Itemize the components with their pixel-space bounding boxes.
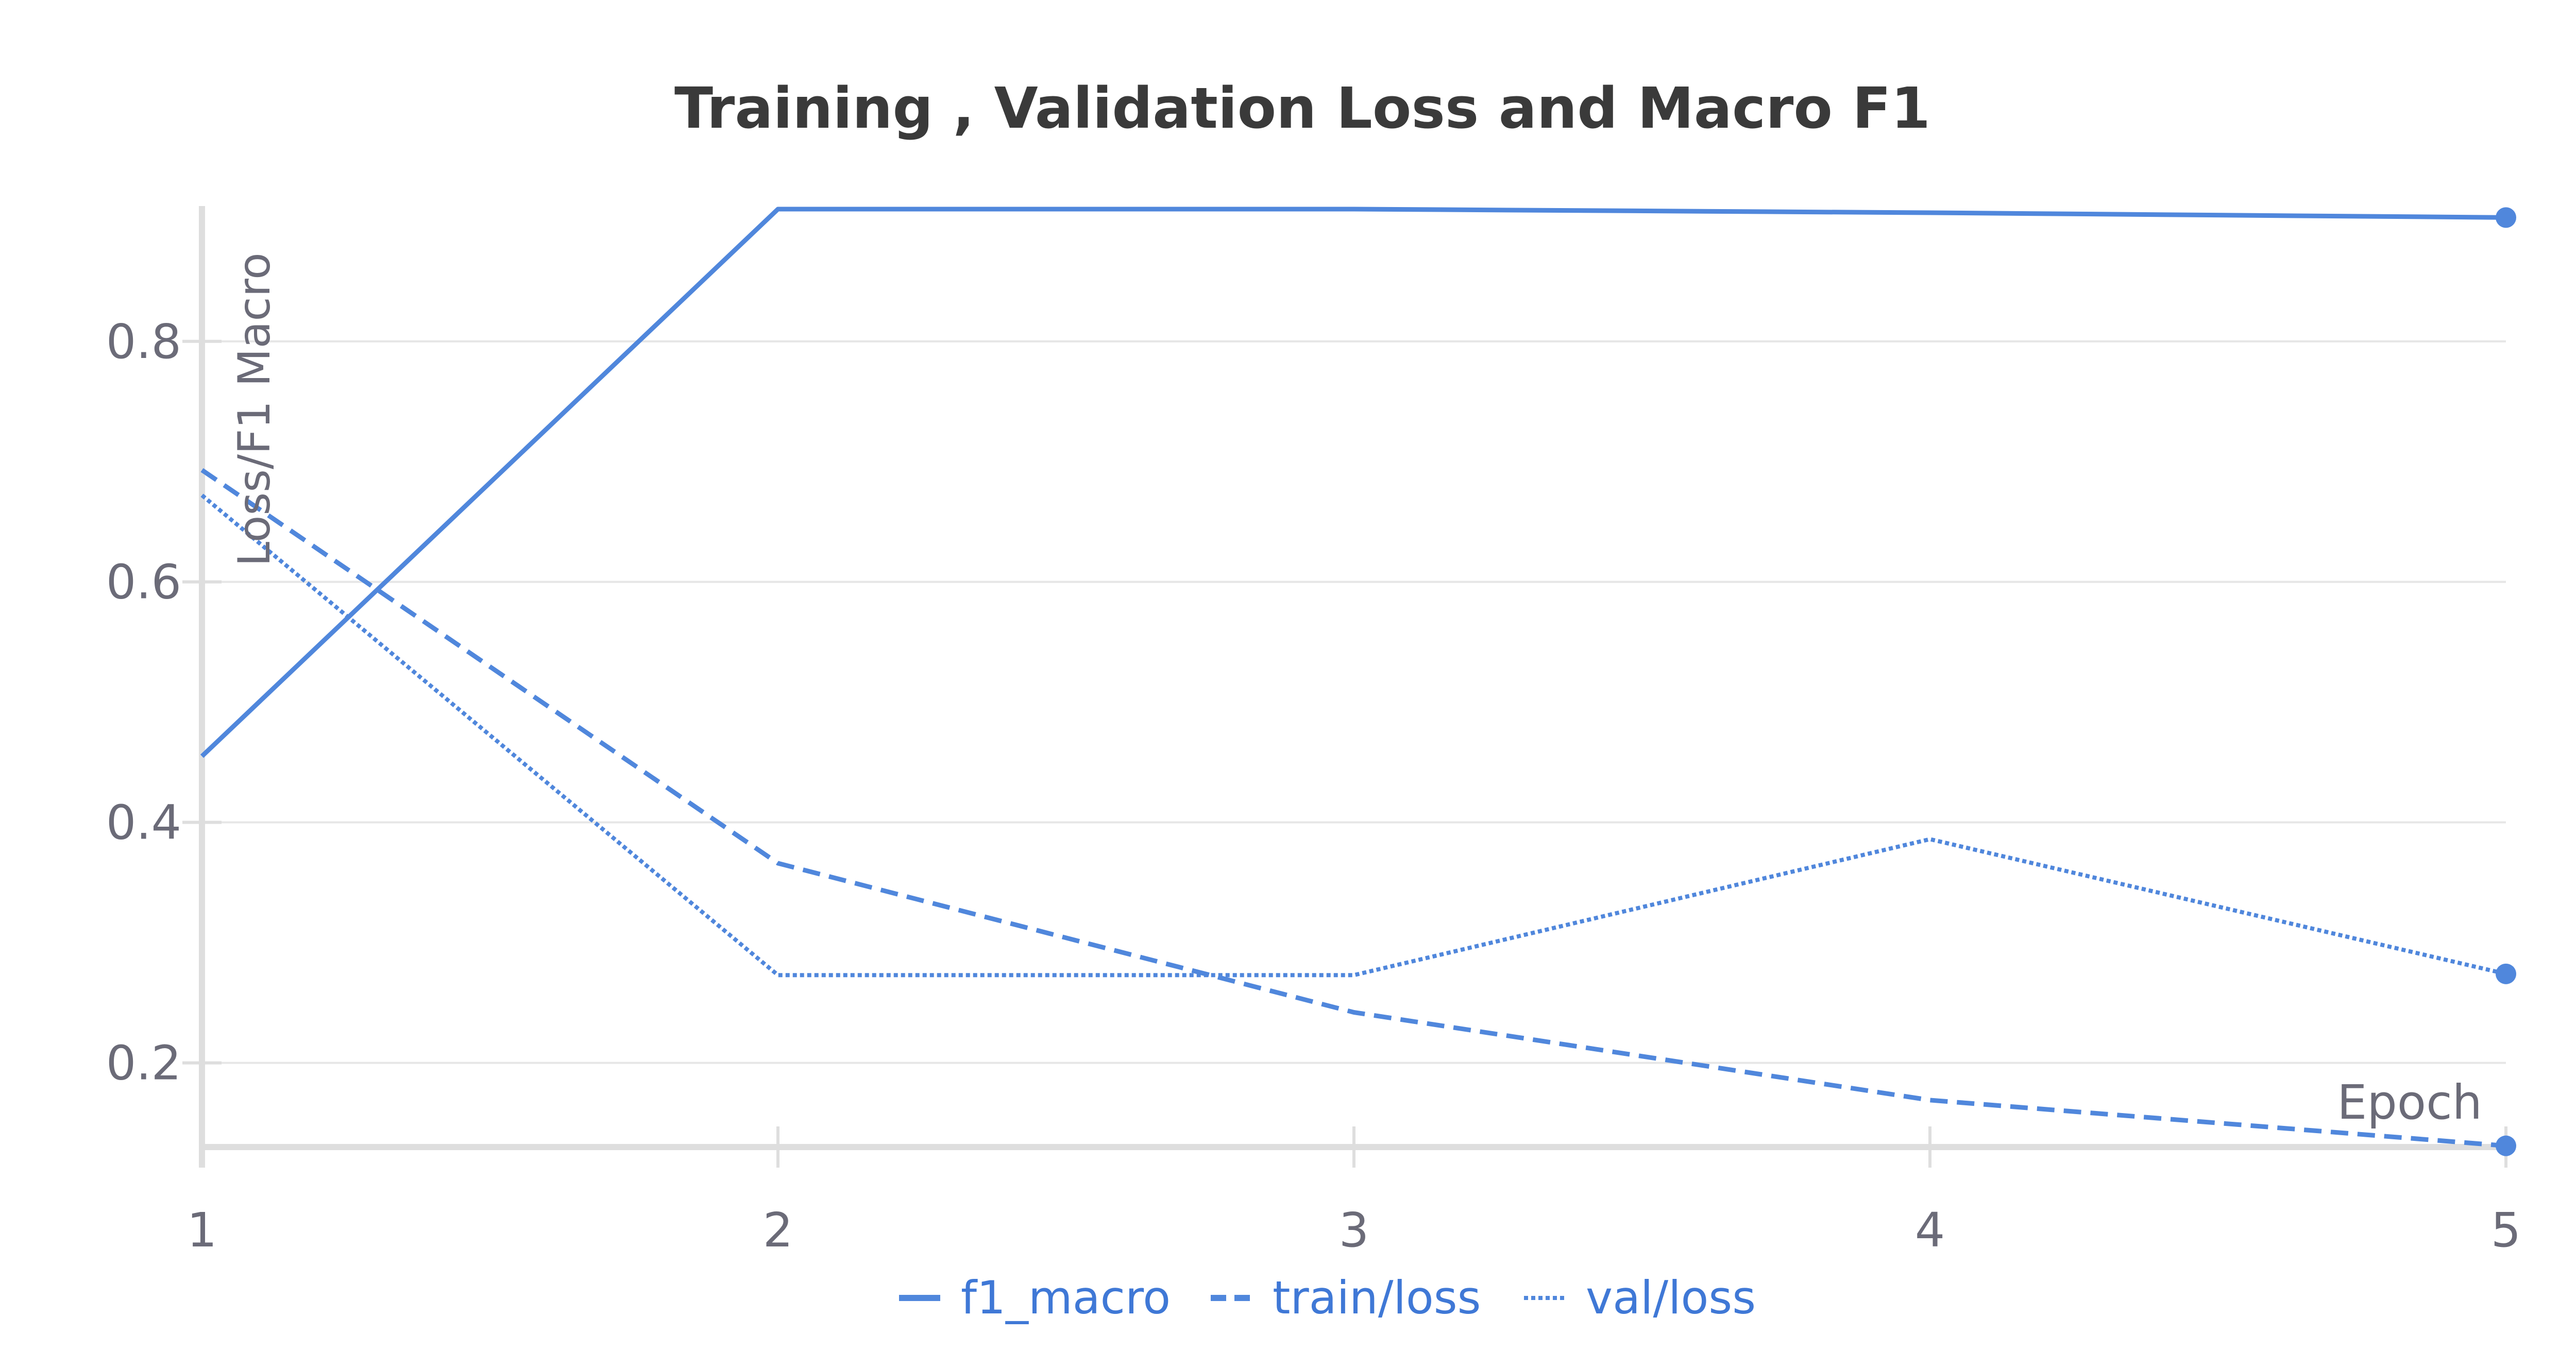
x-tick-label: 4 <box>1915 1203 1945 1258</box>
series-line-f1-macro <box>200 207 2506 758</box>
y-tick-label: 0.6 <box>106 555 181 610</box>
legend-label: val/loss <box>1586 1271 1756 1324</box>
series-end-point <box>2496 1135 2516 1156</box>
grid-lines <box>202 340 2506 1064</box>
series-line-val-loss <box>200 493 2506 978</box>
legend-label: f1_macro <box>961 1271 1171 1324</box>
y-tick-label: 0.2 <box>106 1036 181 1091</box>
series-end-point <box>2496 963 2516 984</box>
series-end-point <box>2496 207 2516 228</box>
legend-label: train/loss <box>1273 1271 1481 1324</box>
x-tick-label: 5 <box>2491 1203 2521 1258</box>
legend: f1_macro train/loss val/loss <box>899 1271 1756 1324</box>
chart-title: Training , Validation Loss and Macro F1 <box>674 75 1930 141</box>
y-axis-label: Loss/F1 Macro <box>229 252 280 566</box>
y-tick-label: 0.4 <box>106 795 181 850</box>
axes: 0.2 0.4 0.6 0.8 1 2 3 4 5 <box>106 206 2521 1258</box>
series-lines <box>200 207 2516 1156</box>
x-tick-label: 3 <box>1339 1203 1369 1258</box>
series-line-train-loss <box>200 468 2506 1149</box>
x-axis-label: Epoch <box>2337 1075 2482 1130</box>
x-tick-label: 1 <box>187 1203 217 1258</box>
y-tick-label: 0.8 <box>106 314 181 369</box>
x-tick-label: 2 <box>763 1203 793 1258</box>
axis-labels: Training , Validation Loss and Macro F1 … <box>229 75 2482 1130</box>
